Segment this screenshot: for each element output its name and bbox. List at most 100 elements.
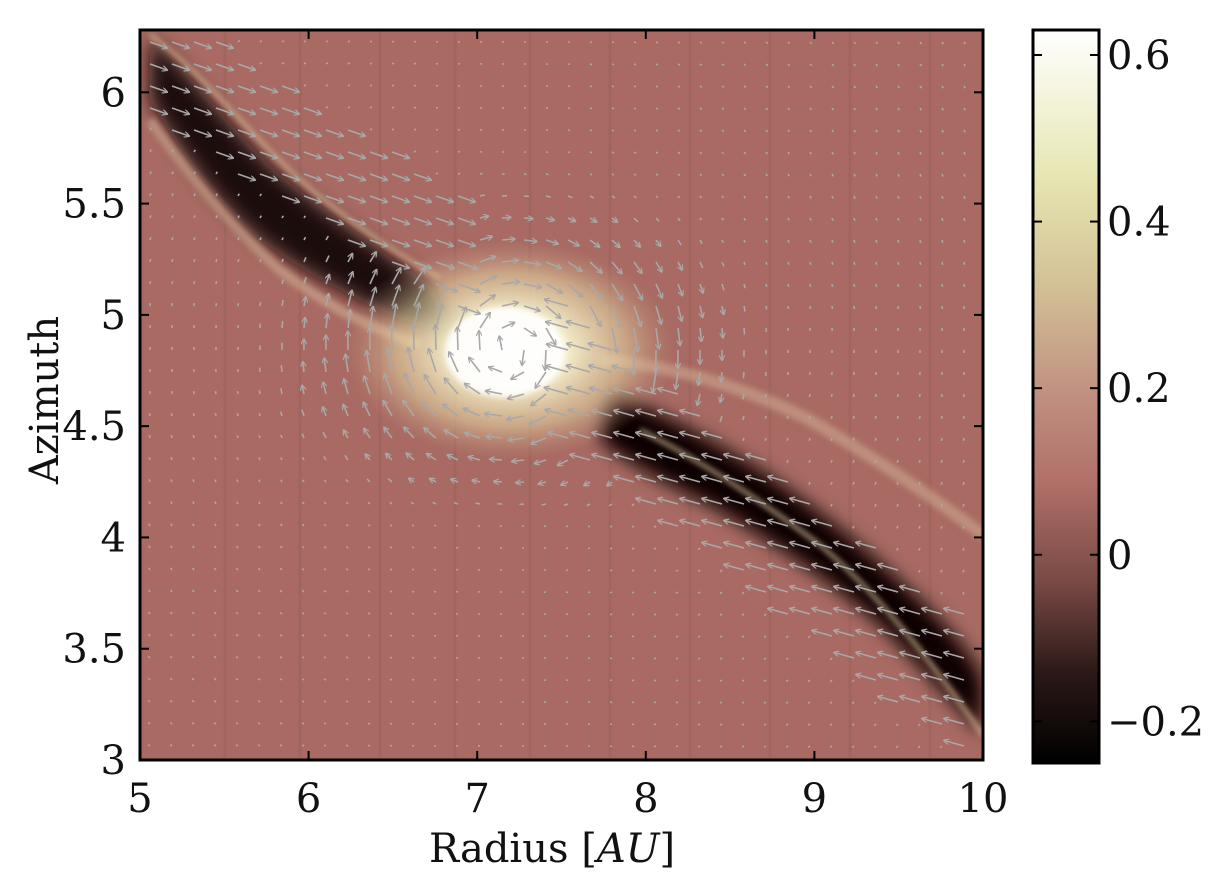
velocity-arrow <box>807 657 811 661</box>
velocity-arrow <box>875 63 879 67</box>
velocity-arrow <box>655 85 659 88</box>
velocity-arrow <box>834 543 855 549</box>
velocity-arrow <box>323 545 327 549</box>
velocity-arrow <box>697 679 701 682</box>
velocity-arrow <box>281 237 284 241</box>
velocity-arrow <box>545 261 561 268</box>
velocity-arrow <box>787 217 790 221</box>
velocity-arrow <box>874 481 877 485</box>
velocity-arrow <box>724 543 745 549</box>
velocity-arrow <box>721 63 725 66</box>
velocity-arrow <box>873 701 877 705</box>
velocity-arrow <box>878 587 899 593</box>
velocity-arrow <box>812 565 833 571</box>
velocity-arrow <box>589 129 593 132</box>
velocity-arrow <box>897 261 900 266</box>
velocity-arrow <box>812 521 833 527</box>
y-axis-label: Azimuth <box>22 316 68 485</box>
velocity-arrow <box>435 325 436 351</box>
velocity-arrow <box>834 609 855 615</box>
velocity-arrow <box>962 481 965 485</box>
velocity-arrow <box>852 503 855 507</box>
velocity-arrow <box>413 62 417 65</box>
velocity-arrow <box>743 239 746 243</box>
velocity-arrow <box>192 523 195 527</box>
velocity-arrow <box>469 457 481 460</box>
velocity-arrow <box>281 258 284 263</box>
velocity-arrow <box>389 656 393 659</box>
velocity-arrow <box>279 611 283 615</box>
velocity-arrow <box>853 217 856 221</box>
velocity-arrow <box>531 437 547 444</box>
velocity-arrow <box>853 261 856 265</box>
velocity-arrow <box>389 612 393 615</box>
velocity-arrow <box>746 565 767 571</box>
velocity-arrow <box>697 635 701 638</box>
velocity-arrow <box>653 745 657 748</box>
velocity-arrow <box>171 149 175 153</box>
velocity-arrow <box>636 411 657 417</box>
velocity-arrow <box>963 195 966 199</box>
velocity-arrow <box>235 611 239 615</box>
velocity-arrow <box>485 414 503 416</box>
velocity-arrow <box>303 62 307 65</box>
velocity-arrow <box>213 721 217 725</box>
velocity-arrow <box>941 63 945 67</box>
velocity-arrow <box>765 85 769 89</box>
velocity-arrow <box>765 195 769 199</box>
velocity-arrow <box>699 129 703 133</box>
velocity-arrow <box>391 106 395 109</box>
velocity-arrow <box>853 85 857 89</box>
velocity-arrow <box>170 501 173 505</box>
velocity-arrow <box>170 479 173 483</box>
velocity-arrow <box>655 41 659 44</box>
velocity-arrow <box>236 479 239 483</box>
velocity-arrow <box>702 521 723 527</box>
velocity-arrow <box>237 215 240 219</box>
velocity-arrow <box>851 679 855 683</box>
velocity-arrow <box>148 435 151 439</box>
velocity-arrow <box>963 41 967 45</box>
velocity-arrow <box>742 437 745 441</box>
velocity-arrow <box>191 589 195 593</box>
velocity-arrow <box>147 611 151 615</box>
velocity-arrow <box>829 657 833 661</box>
velocity-arrow <box>790 521 811 527</box>
velocity-arrow <box>149 107 167 114</box>
velocity-arrow <box>631 569 635 572</box>
velocity-arrow <box>851 701 855 705</box>
velocity-arrow <box>237 259 240 263</box>
velocity-arrow <box>411 590 415 593</box>
velocity-arrow <box>922 609 943 615</box>
velocity-arrow <box>567 366 591 373</box>
velocity-arrow <box>609 745 613 748</box>
velocity-arrow <box>191 611 195 615</box>
velocity-arrow <box>768 521 789 527</box>
velocity-arrow <box>853 129 857 133</box>
velocity-arrow <box>808 459 811 463</box>
velocity-arrow <box>570 433 591 439</box>
velocity-arrow <box>435 195 453 202</box>
colorbar-ticks: −0.2 0 0.2 0.4 0.6 <box>1033 33 1204 745</box>
velocity-arrow <box>658 477 679 483</box>
velocity-arrow <box>345 501 349 505</box>
velocity-arrow <box>367 722 371 725</box>
velocity-arrow <box>655 151 659 154</box>
velocity-arrow <box>609 723 613 726</box>
velocity-arrow <box>214 435 217 439</box>
velocity-arrow <box>722 305 724 314</box>
velocity-arrow <box>279 678 283 681</box>
velocity-arrow <box>856 609 877 615</box>
velocity-arrow <box>656 239 661 246</box>
velocity-arrow <box>700 283 703 293</box>
velocity-arrow <box>301 656 305 659</box>
velocity-arrow <box>702 455 723 461</box>
velocity-arrow <box>633 239 640 247</box>
velocity-arrow <box>763 723 767 726</box>
velocity-arrow <box>303 236 307 241</box>
velocity-arrow <box>345 568 349 571</box>
velocity-arrow <box>364 429 371 439</box>
velocity-arrow <box>675 657 679 660</box>
velocity-arrow <box>413 217 431 224</box>
velocity-arrow <box>301 433 305 439</box>
